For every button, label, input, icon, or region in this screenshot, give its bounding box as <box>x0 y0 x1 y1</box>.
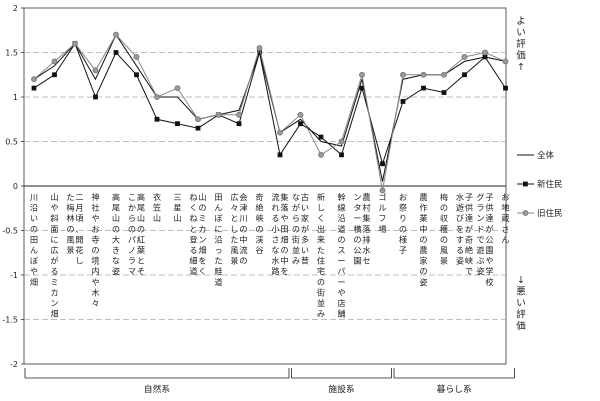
series-line <box>33 42 506 166</box>
data-point-circle <box>420 71 427 78</box>
data-point-circle <box>482 49 488 56</box>
category-label: 奇絶峡の渓谷 <box>255 192 263 255</box>
category-label: 農村集落排水センター横の公園 <box>353 192 370 266</box>
data-point-circle <box>133 54 140 60</box>
category-label: お地蔵さん <box>501 192 509 244</box>
data-point-circle <box>256 45 263 51</box>
data-point-square <box>318 134 324 140</box>
data-point-square <box>175 121 180 127</box>
category-label: 子供達が公園や学校グランドで遊ぶ姿 <box>476 192 493 287</box>
category-label: 幹線沿道のスーパーや店舗 <box>337 192 345 319</box>
data-point-circle <box>195 116 201 123</box>
data-point-square <box>441 90 447 95</box>
data-point-circle <box>461 54 468 60</box>
data-point-circle <box>215 111 222 118</box>
y-tick-label: 1 <box>13 93 18 102</box>
data-point-circle <box>277 129 283 136</box>
group-label: 暮らし系 <box>437 383 472 395</box>
data-point-circle <box>359 71 365 78</box>
category-label: 衣笠山 <box>153 192 161 223</box>
y-tick-label: 2 <box>13 4 18 13</box>
y-tick-label: -2 <box>10 360 18 369</box>
data-point-square <box>462 72 467 78</box>
data-point-circle <box>31 76 37 83</box>
category-label: 農作業中の農家の姿 <box>419 192 427 287</box>
category-label: 新しく出来た住宅の街並み <box>317 192 325 319</box>
category-label: 山のミカン畑をくねくねと登る細道 <box>189 192 206 276</box>
y-tick-label: 0.5 <box>5 138 18 147</box>
legend-circle-marker <box>522 210 529 216</box>
data-point-square <box>134 72 139 78</box>
data-point-square <box>113 50 119 55</box>
data-point-square <box>503 85 508 91</box>
data-point-circle <box>379 187 386 194</box>
data-point-square <box>52 72 57 78</box>
category-label: 神社やお寺の境内や木々 <box>91 192 99 308</box>
category-label: ゴルフ場 <box>378 192 386 234</box>
data-point-circle <box>236 111 242 118</box>
y-tick-label: -1.5 <box>2 316 18 325</box>
data-point-square <box>359 85 365 91</box>
data-point-square <box>31 85 37 91</box>
category-label: 川沿いの田んぼや畑 <box>30 192 39 287</box>
data-point-circle <box>154 94 160 100</box>
legend-label: 新住民 <box>537 179 563 190</box>
category-label: 古い家が多い昔ながらの街並み <box>292 192 309 266</box>
category-label: 高尾山の紅葉とそこからのパノラマ <box>128 192 145 276</box>
category-label: 集落や田畑の中を流れる小さな水路 <box>271 192 288 276</box>
data-point-square <box>277 152 283 158</box>
legend-square-marker <box>523 181 528 187</box>
data-point-square <box>482 54 488 60</box>
data-point-circle <box>113 31 119 38</box>
series-line <box>33 33 506 182</box>
data-point-square <box>421 85 426 91</box>
y-tick-label: -0.5 <box>2 227 18 236</box>
data-point-circle <box>72 40 78 47</box>
data-point-circle <box>400 71 406 78</box>
legend-label: 全体 <box>537 150 555 161</box>
data-point-circle <box>174 85 181 91</box>
legend-label: 旧住民 <box>537 208 563 219</box>
category-label: 二月頃、開花した梅林の風景 <box>66 192 83 266</box>
category-label: 田んぼに沿った畦道 <box>214 192 223 287</box>
category-label: 子供達が奇絶峡で水遊びをする姿 <box>456 192 473 276</box>
bad-rating-annotation: ↓悪い評価 <box>516 275 526 332</box>
category-label: 梅の収穫の風景 <box>440 192 448 266</box>
y-tick-label: 0 <box>13 182 18 191</box>
good-rating-annotation: よい評価↑ <box>516 16 526 73</box>
category-label: お祭りの様子 <box>399 192 407 255</box>
data-point-square <box>339 152 344 158</box>
group-label: 施設系 <box>328 383 355 395</box>
category-label: 高尾山の大きな姿 <box>112 192 120 276</box>
data-point-square <box>154 116 160 122</box>
category-label: 山や斜面に広がるミカン畑 <box>50 192 58 319</box>
data-point-square <box>236 121 242 127</box>
data-point-circle <box>318 151 324 158</box>
y-tick-label: 1.5 <box>5 49 18 58</box>
data-point-circle <box>502 58 509 65</box>
category-label: 会津川の中流の広々とした風景 <box>230 192 247 266</box>
data-point-square <box>257 50 262 55</box>
group-label: 自然系 <box>144 383 171 395</box>
y-tick-label: -1 <box>10 271 18 280</box>
data-point-square <box>93 94 98 100</box>
data-point-circle <box>51 58 58 65</box>
data-point-square <box>298 121 303 127</box>
data-point-square <box>195 125 201 131</box>
data-point-circle <box>338 138 345 145</box>
data-point-circle <box>92 67 99 74</box>
data-point-circle <box>297 111 304 118</box>
category-label: 三星山 <box>173 192 181 223</box>
data-point-square <box>400 99 406 104</box>
data-point-square <box>380 161 385 167</box>
series-line <box>33 33 506 191</box>
data-point-circle <box>441 71 447 78</box>
